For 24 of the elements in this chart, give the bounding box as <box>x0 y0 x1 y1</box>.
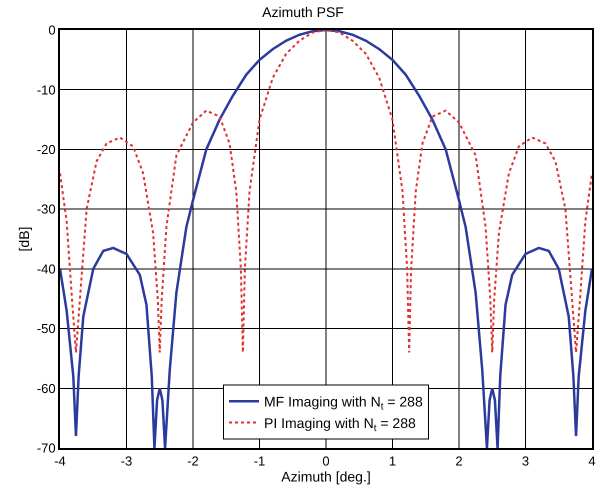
line-series <box>60 30 592 448</box>
legend-label: PI Imaging with N$_{t}$ = 288 <box>264 414 416 434</box>
x-tick-label: 2 <box>455 453 463 468</box>
y-tick-label: -50 <box>36 321 56 336</box>
y-tick-label: -20 <box>36 142 56 157</box>
y-tick-label: -40 <box>36 261 56 276</box>
chart-title: Azimuth PSF <box>262 4 344 20</box>
x-tick-label: -1 <box>254 453 266 468</box>
x-tick-label: 0 <box>322 453 330 468</box>
y-tick-label: -60 <box>36 380 56 396</box>
y-tick-label: 0 <box>48 22 56 38</box>
line-series <box>60 30 592 354</box>
x-axis-title: Azimuth [deg.] <box>281 468 371 484</box>
x-tick-label: -2 <box>187 453 199 468</box>
y-tick-label: -70 <box>36 440 56 456</box>
x-tick-label: -3 <box>120 453 132 468</box>
legend-label: MF Imaging with N$_{t}$ = 288 <box>264 394 423 413</box>
x-tick-label: 3 <box>522 453 530 468</box>
y-tick-label: -10 <box>36 82 56 98</box>
x-tick-label: 1 <box>388 453 396 468</box>
x-tick-label: 4 <box>588 453 596 468</box>
y-tick-label: -30 <box>36 202 56 217</box>
x-tick-label: -4 <box>54 453 66 468</box>
y-axis-title: [dB] <box>16 226 32 252</box>
